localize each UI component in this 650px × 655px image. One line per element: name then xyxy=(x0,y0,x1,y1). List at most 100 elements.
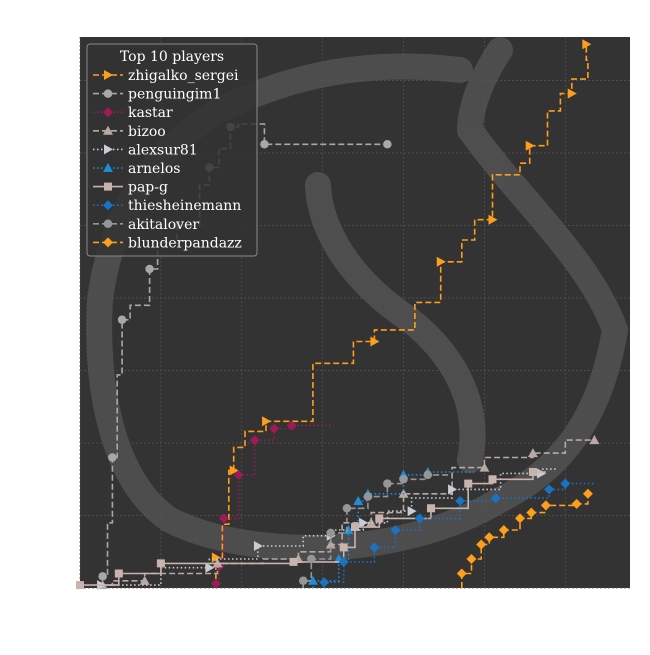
data-point-akitalover xyxy=(399,475,408,484)
data-point-bizoo xyxy=(139,575,150,585)
legend-label: akitalover xyxy=(128,217,199,233)
legend-label: blunderpandazz xyxy=(128,235,242,251)
data-point-pap-g xyxy=(427,504,436,513)
data-point-blunderpandazz xyxy=(484,532,495,543)
data-point-blunderpandazz xyxy=(476,539,487,550)
data-point-zhigalko_sergei xyxy=(262,416,272,427)
data-point-alexsur81 xyxy=(359,517,369,528)
data-point-penguingim1 xyxy=(260,140,269,149)
data-point-blunderpandazz xyxy=(498,525,509,535)
data-point-alexsur81 xyxy=(407,506,417,517)
legend: Top 10 players zhigalko_sergei penguingim1… xyxy=(86,43,258,257)
data-point-alexsur81 xyxy=(253,540,263,551)
data-point-thiesheinemann xyxy=(560,478,571,489)
data-point-penguingim1 xyxy=(145,264,154,274)
series-blunderpandazz xyxy=(456,488,593,588)
data-point-thiesheinemann xyxy=(338,556,349,567)
data-point-akitalover xyxy=(342,504,352,513)
legend-title: Top 10 players xyxy=(120,49,224,65)
data-point-blunderpandazz xyxy=(466,554,477,564)
legend-item-arnelos: arnelos xyxy=(93,161,180,177)
data-point-alexsur81 xyxy=(448,484,458,495)
data-point-pap-g xyxy=(114,569,123,578)
legend-marker xyxy=(103,89,113,98)
legend-label: pap-g xyxy=(128,180,168,196)
data-point-pap-g xyxy=(528,468,537,476)
data-point-zhigalko_sergei xyxy=(370,336,380,347)
data-point-thiesheinemann xyxy=(490,493,501,504)
data-point-blunderpandazz xyxy=(571,498,582,509)
data-point-kastar xyxy=(218,513,229,524)
legend-label: zhigalko_sergei xyxy=(128,68,239,84)
data-point-pap-g xyxy=(488,475,497,484)
series-line-akitalover xyxy=(302,474,453,588)
data-point-kastar xyxy=(233,469,244,480)
data-point-blunderpandazz xyxy=(582,488,593,499)
series-akitalover xyxy=(298,470,453,588)
legend-item-blunderpandazz: blunderpandazz xyxy=(93,235,242,251)
data-point-penguingim1 xyxy=(383,140,392,149)
data-point-arnelos xyxy=(307,575,318,585)
legend-item-thiesheinemann: thiesheinemann xyxy=(93,198,241,214)
legend-label: arnelos xyxy=(128,161,180,177)
legend-item-bizoo: bizoo xyxy=(93,124,166,140)
data-point-bizoo xyxy=(589,435,600,445)
data-point-akitalover xyxy=(298,576,308,585)
data-point-kastar xyxy=(249,435,260,446)
data-point-akitalover xyxy=(383,479,392,488)
data-point-penguingim1 xyxy=(117,315,127,324)
data-point-zhigalko_sergei xyxy=(211,552,221,563)
data-point-bizoo xyxy=(479,462,490,472)
legend-label: thiesheinemann xyxy=(128,198,241,214)
data-point-blunderpandazz xyxy=(540,500,551,511)
data-point-penguingim1 xyxy=(108,453,117,462)
legend-marker xyxy=(103,107,113,118)
legend-marker xyxy=(104,182,112,191)
data-point-pap-g xyxy=(76,581,84,590)
data-point-blunderpandazz xyxy=(456,568,467,579)
legend-item-pap-g: pap-g xyxy=(93,180,168,196)
legend-marker xyxy=(103,163,113,172)
data-point-thiesheinemann xyxy=(544,484,555,495)
data-point-arnelos xyxy=(353,496,364,505)
legend-label: bizoo xyxy=(128,124,166,140)
data-point-pap-g xyxy=(375,514,384,523)
legend-label: kastar xyxy=(128,105,173,121)
legend-box xyxy=(86,43,258,257)
data-point-thiesheinemann xyxy=(369,542,380,553)
data-point-bizoo xyxy=(527,448,538,458)
data-point-bizoo xyxy=(366,517,377,527)
legend-marker xyxy=(103,237,113,248)
data-point-pap-g xyxy=(289,557,298,566)
legend-item-alexsur81: alexsur81 xyxy=(93,142,198,158)
data-point-pap-g xyxy=(464,479,473,488)
data-point-zhigalko_sergei xyxy=(229,465,239,476)
data-point-zhigalko_sergei xyxy=(436,256,446,267)
data-point-blunderpandazz xyxy=(515,513,525,524)
data-point-bizoo xyxy=(325,539,336,549)
legend-item-zhigalko_sergei: zhigalko_sergei xyxy=(93,68,239,84)
legend-marker xyxy=(104,144,113,155)
series-thiesheinemann xyxy=(319,478,595,588)
data-point-pap-g xyxy=(339,543,348,552)
legend-item-penguingim1: penguingim1 xyxy=(93,87,221,103)
legend-marker xyxy=(103,219,113,229)
data-point-kastar xyxy=(210,578,221,589)
data-point-akitalover xyxy=(326,528,335,538)
series-line-zhigalko_sergei xyxy=(215,44,589,588)
data-point-kastar xyxy=(286,420,297,431)
data-point-zhigalko_sergei xyxy=(582,39,592,50)
data-point-arnelos xyxy=(343,525,354,534)
data-point-alexsur81 xyxy=(205,562,215,573)
data-point-akitalover xyxy=(423,470,433,480)
data-point-blunderpandazz xyxy=(526,507,537,518)
data-point-akitalover xyxy=(307,554,316,564)
data-point-thiesheinemann xyxy=(414,513,425,524)
data-point-penguingim1 xyxy=(98,572,107,581)
data-point-pap-g xyxy=(351,523,359,532)
legend-label: alexsur81 xyxy=(128,142,198,158)
series-line-kastar xyxy=(215,424,334,588)
legend-marker xyxy=(103,125,113,135)
